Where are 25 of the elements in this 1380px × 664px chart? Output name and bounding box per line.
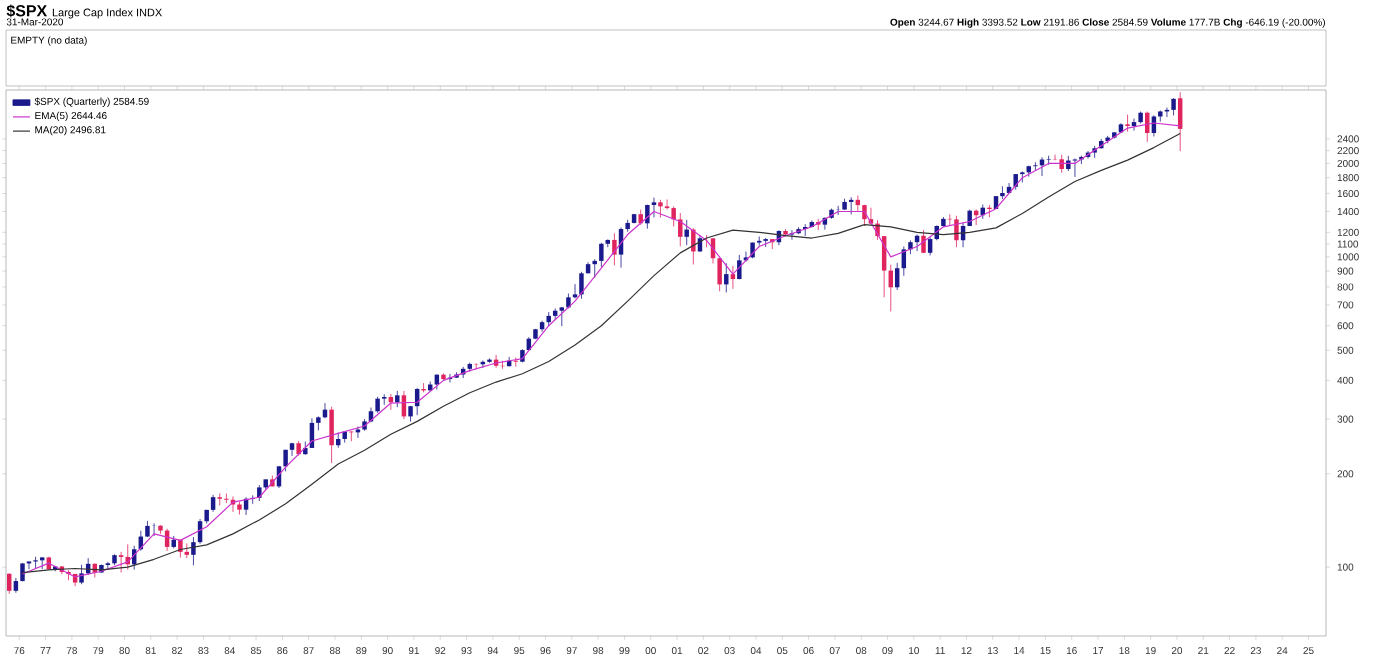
candlestick [184,542,190,559]
candlestick [1000,185,1005,200]
candlestick [612,232,617,266]
candlestick [33,556,38,570]
candlestick [651,197,657,218]
candlestick [579,271,584,300]
candlestick [691,227,696,265]
candlestick [329,406,334,464]
candlestick [599,242,604,268]
candlestick [671,206,676,227]
candlestick [1131,118,1137,131]
candlestick [927,236,933,256]
candlestick [592,258,597,279]
candlestick [678,212,683,247]
candlestick [954,215,959,248]
candlestick [217,492,222,506]
candlestick [224,493,229,504]
candlestick [737,254,742,280]
candlestick [684,219,689,246]
candlestick [717,257,722,292]
candlestick [118,551,124,573]
candlestick [1125,114,1130,133]
candlestick [724,262,729,293]
candlestick [381,393,387,406]
candlestick [1033,161,1038,171]
